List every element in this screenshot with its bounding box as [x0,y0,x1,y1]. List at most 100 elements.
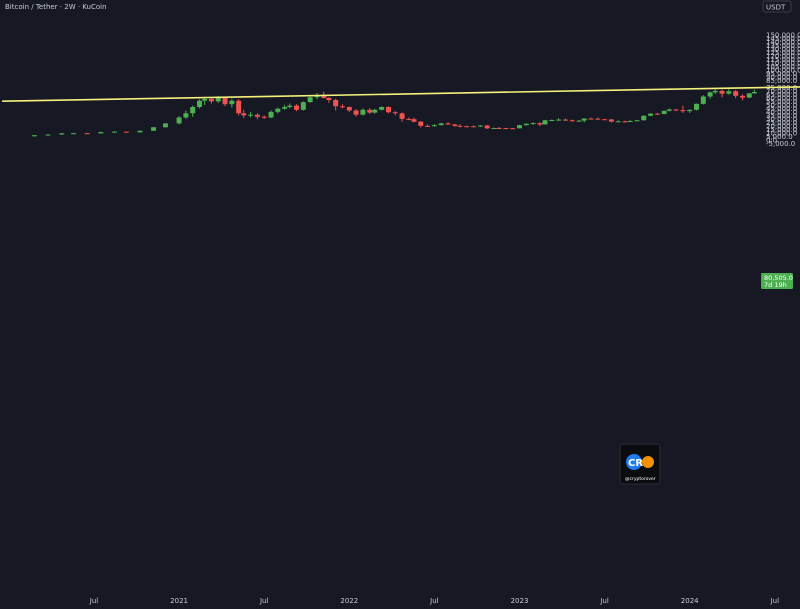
candle-body [464,126,470,128]
candle [229,98,235,108]
current-price-tag: 80,505.0 7d 19h [761,273,793,289]
candle [576,119,582,122]
candle-body [360,109,366,115]
candle-body [588,118,594,120]
candle-body [222,97,228,105]
candle [588,117,594,120]
y-tick-label: 15,000.0 [766,126,797,134]
y-tick-label: 25,000.0 [766,119,797,127]
candle-body [59,133,65,135]
candle [406,117,412,121]
y-tick-label: 45,000.0 [766,105,797,113]
candle-body [608,119,614,122]
candle [339,104,345,109]
candle-body [151,127,157,131]
candle [484,124,490,130]
candle-body [236,100,242,114]
candle-body [680,110,686,112]
candle-body [569,120,575,122]
candle [425,124,431,127]
candle [71,132,77,135]
candle-body [627,120,633,122]
candle [641,115,647,121]
x-tick-label: Jul [599,597,609,605]
logo-handle: @cryptorover [625,476,656,482]
y-tick-label: 70,000.0 [766,87,797,95]
y-tick-label: 35,000.0 [766,112,797,120]
candle-body [452,124,458,126]
y-tick-label: 90,000.0 [766,73,797,81]
candle [45,134,51,136]
y-tick-label: 140,000.0 [766,38,800,46]
candle-body [673,109,679,111]
candle [687,109,693,113]
candle-body [733,91,739,96]
candle-body [261,116,267,118]
candle [372,108,378,114]
y-tick-label: 40,000.0 [766,108,797,116]
candle [477,125,483,127]
candle [190,105,196,117]
y-tick-label: 105,000.0 [766,63,800,71]
logo-circle-blue [626,454,642,470]
candle-body [314,95,320,98]
candle-body [411,119,417,122]
y-tick-label: 120,000.0 [766,52,800,60]
candle [491,127,497,129]
currency-label[interactable]: USDT [762,0,792,13]
y-tick-label: -5,000.0 [766,140,795,148]
candle-body [418,121,424,126]
candle-body [477,125,483,127]
candle [241,109,247,119]
price-tag-box [761,273,793,289]
y-tick-label: 95,000.0 [766,70,797,78]
candle-body [287,105,293,107]
candle [654,112,660,116]
candle [275,107,281,114]
candle-body [326,97,332,101]
candle [438,122,444,126]
candle-body [751,91,757,94]
candle [236,99,242,116]
candle-body [707,92,713,97]
y-tick-label: 85,000.0 [766,77,797,85]
candle-body [503,128,509,130]
candle-body [202,98,208,101]
candle-body [183,113,189,118]
y-tick-label: 10,000.0 [766,129,797,137]
candle [680,105,686,113]
trendline [2,86,800,102]
candle [602,118,608,121]
x-tick-label: 2021 [170,597,188,605]
y-tick-label: 115,000.0 [766,56,800,64]
y-tick-label: 55,000.0 [766,98,797,106]
candle [268,110,274,119]
candle [346,106,352,112]
candle [287,103,293,109]
candle-body [634,120,640,122]
candle [700,95,706,105]
x-axis[interactable]: Jul2021Jul2022Jul2023Jul2024Jul2025Jul20… [89,597,800,605]
candle-body [438,123,444,126]
candle-body [123,131,129,133]
candle-body [425,125,431,127]
candle-body [71,133,77,135]
candle-body [162,123,168,128]
candle [137,130,143,133]
candle-body [530,123,536,125]
candle-body [615,121,621,123]
candle-body [445,123,451,125]
x-tick-label: 2023 [511,597,529,605]
logo-mark: CR [628,458,643,469]
candle [595,117,601,120]
y-tick-label: 110,000.0 [766,59,800,67]
candle [300,101,306,111]
candle-body [254,114,260,117]
candle-body [268,111,274,118]
candle [379,106,385,111]
candle-body [431,125,437,127]
candle-body [712,90,718,93]
y-tick-label: 135,000.0 [766,42,800,50]
candle-body [379,106,385,110]
y-axis[interactable]: 150,000.0145,000.0140,000.0135,000.0130,… [766,32,800,148]
